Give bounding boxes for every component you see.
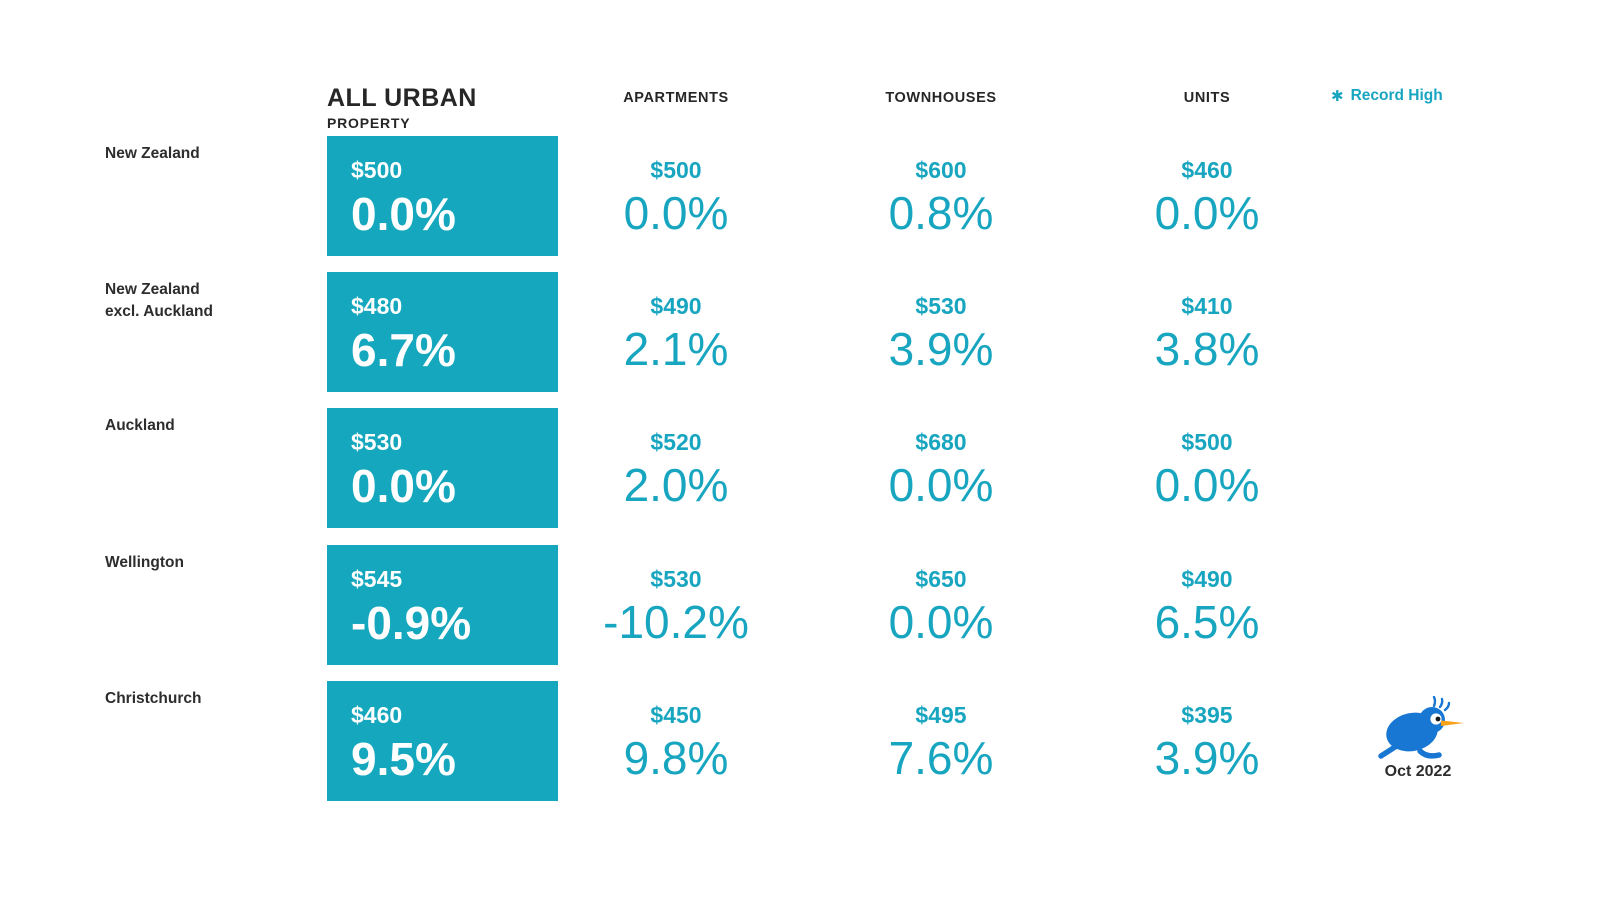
change-value: 0.8%	[888, 187, 994, 239]
change-value: -10.2%	[603, 596, 749, 648]
table-row: Wellington $545 -0.9% $530 -10.2% $650 0…	[0, 545, 1600, 665]
brand-footer: Oct 2022	[1368, 696, 1468, 781]
kiwi-bird-logo	[1378, 696, 1464, 759]
price-value: $495	[915, 702, 967, 728]
townhouses-cell: $680 0.0%	[831, 408, 1051, 528]
price-value: $500	[351, 157, 403, 183]
record-high-label: Record High	[1350, 87, 1443, 104]
table-row: Christchurch $460 9.5% $450 9.8% $495 7.…	[0, 681, 1600, 801]
townhouses-cell: $530 3.9%	[831, 272, 1051, 392]
townhouses-cell: $600 0.8%	[831, 136, 1051, 256]
change-value: 0.0%	[888, 596, 994, 648]
column-header-townhouses: TOWNHOUSES	[885, 90, 997, 106]
all-urban-cell: $500 0.0%	[327, 136, 558, 256]
all-urban-cell: $460 9.5%	[327, 681, 558, 801]
units-cell: $500 0.0%	[1097, 408, 1317, 528]
change-value: 2.0%	[623, 459, 729, 511]
change-value: 7.6%	[888, 732, 994, 784]
column-header-units: UNITS	[1183, 90, 1231, 106]
region-label: New Zealand	[105, 145, 200, 162]
price-value: $410	[1181, 293, 1233, 319]
region-label: Auckland	[105, 417, 175, 434]
change-value: -0.9%	[351, 597, 472, 649]
price-value: $680	[915, 429, 967, 455]
price-value: $650	[915, 566, 967, 592]
change-value: 0.0%	[351, 460, 456, 512]
change-value: 2.1%	[623, 323, 729, 375]
price-value: $600	[915, 157, 967, 183]
apartments-cell: $520 2.0%	[566, 408, 786, 528]
change-value: 0.0%	[623, 187, 729, 239]
price-value: $460	[1181, 157, 1233, 183]
change-value: 9.8%	[623, 732, 729, 784]
apartments-cell: $500 0.0%	[566, 136, 786, 256]
region-label: New Zealand excl. Auckland	[105, 281, 213, 320]
change-value: 0.0%	[351, 188, 456, 240]
price-value: $460	[351, 702, 403, 728]
column-header-line1: ALL URBAN	[327, 84, 477, 112]
price-value: $500	[1181, 429, 1233, 455]
region-label: Wellington	[105, 554, 184, 571]
change-value: 9.5%	[351, 733, 456, 785]
units-cell: $395 3.9%	[1097, 681, 1317, 801]
region-label: Christchurch	[105, 690, 202, 707]
change-value: 0.0%	[1154, 459, 1260, 511]
column-header-all-urban-property: ALL URBAN PROPERTY	[327, 84, 477, 131]
units-cell: $410 3.8%	[1097, 272, 1317, 392]
change-value: 0.0%	[1154, 187, 1260, 239]
date-label: Oct 2022	[1384, 763, 1452, 780]
apartments-cell: $450 9.8%	[566, 681, 786, 801]
change-value: 0.0%	[888, 459, 994, 511]
change-value: 3.8%	[1154, 323, 1260, 375]
change-value: 3.9%	[888, 323, 994, 375]
apartments-cell: $490 2.1%	[566, 272, 786, 392]
column-header-apartments: APARTMENTS	[623, 90, 729, 106]
record-high-legend: ✱ Record High	[1331, 87, 1443, 105]
price-value: $500	[650, 157, 702, 183]
price-value: $490	[650, 293, 702, 319]
price-value: $450	[650, 702, 702, 728]
price-value: $480	[351, 293, 403, 319]
change-value: 6.7%	[351, 324, 456, 376]
price-value: $530	[650, 566, 702, 592]
change-value: 6.5%	[1154, 596, 1260, 648]
townhouses-cell: $650 0.0%	[831, 545, 1051, 665]
all-urban-cell: $480 6.7%	[327, 272, 558, 392]
apartments-cell: $530 -10.2%	[566, 545, 786, 665]
column-header-line2: PROPERTY	[327, 115, 411, 131]
units-cell: $460 0.0%	[1097, 136, 1317, 256]
change-value: 3.9%	[1154, 732, 1260, 784]
table-row: New Zealand excl. Auckland $480 6.7% $49…	[0, 272, 1600, 392]
price-value: $490	[1181, 566, 1233, 592]
price-value: $520	[650, 429, 702, 455]
price-value: $530	[915, 293, 967, 319]
table-row: New Zealand $500 0.0% $500 0.0% $600 0.8…	[0, 136, 1600, 256]
price-value: $530	[351, 429, 403, 455]
asterisk-icon: ✱	[1331, 87, 1344, 105]
all-urban-cell: $545 -0.9%	[327, 545, 558, 665]
units-cell: $490 6.5%	[1097, 545, 1317, 665]
table-row: Auckland $530 0.0% $520 2.0% $680 0.0% $…	[0, 408, 1600, 528]
price-value: $395	[1181, 702, 1233, 728]
price-value: $545	[351, 566, 403, 592]
all-urban-cell: $530 0.0%	[327, 408, 558, 528]
townhouses-cell: $495 7.6%	[831, 681, 1051, 801]
